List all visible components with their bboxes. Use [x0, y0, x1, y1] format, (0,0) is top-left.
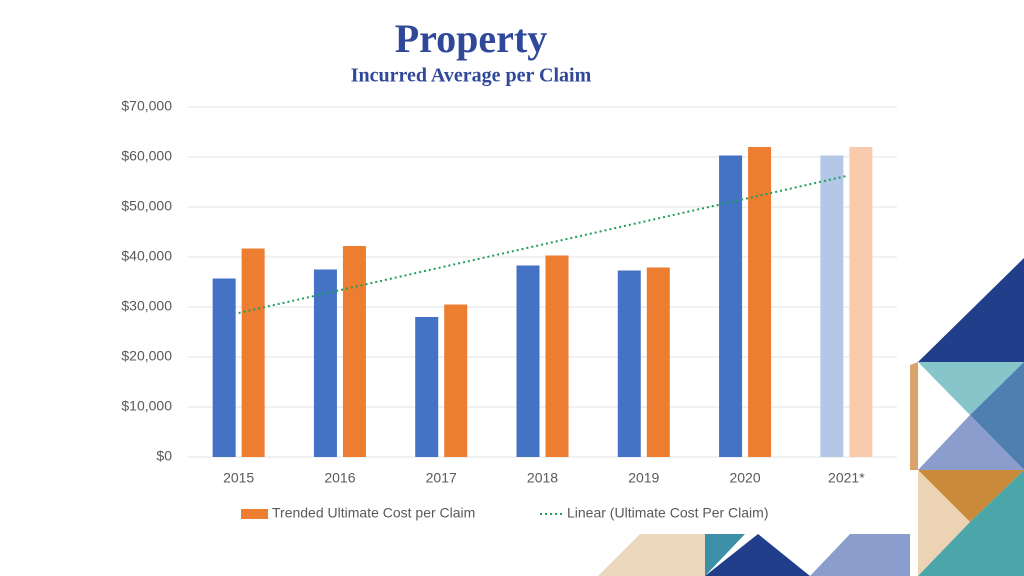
- x-tick-label: 2015: [223, 470, 254, 486]
- legend-label: Linear (Ultimate Cost Per Claim): [567, 505, 769, 521]
- deco-shape: [918, 415, 1024, 470]
- bar: [444, 304, 468, 457]
- deco-shape: [918, 362, 1024, 415]
- deco-shape: [598, 534, 705, 576]
- deco-shape: [705, 534, 745, 576]
- deco-shape: [910, 362, 918, 470]
- x-tick-label: 2018: [527, 470, 558, 486]
- bar: [342, 246, 366, 457]
- bar: [617, 270, 641, 457]
- legend-label: Trended Ultimate Cost per Claim: [272, 505, 475, 521]
- y-tick-label: $60,000: [121, 148, 172, 164]
- deco-shape: [918, 470, 970, 576]
- legend-swatch: [241, 509, 268, 519]
- bar: [516, 265, 540, 457]
- deco-shape: [918, 470, 1024, 576]
- y-tick-label: $70,000: [121, 98, 172, 114]
- y-tick-label: $0: [156, 448, 172, 464]
- y-tick-label: $20,000: [121, 348, 172, 364]
- trendline: [238, 175, 847, 314]
- x-tick-label: 2019: [628, 470, 659, 486]
- deco-shape: [918, 470, 1024, 522]
- y-tick-label: $50,000: [121, 198, 172, 214]
- deco-shape: [918, 258, 1024, 362]
- bar: [748, 147, 772, 457]
- x-tick-label: 2021*: [828, 470, 865, 486]
- deco-shape: [705, 534, 810, 576]
- decoration: [598, 258, 1024, 576]
- deco-shape: [970, 362, 1024, 470]
- x-tick-label: 2017: [426, 470, 457, 486]
- x-tick-label: 2016: [324, 470, 355, 486]
- bar: [313, 269, 337, 457]
- chart-title: Property: [395, 16, 548, 61]
- y-tick-label: $40,000: [121, 248, 172, 264]
- bar: [545, 255, 569, 457]
- chart-subtitle: Incurred Average per Claim: [351, 65, 592, 87]
- bar: [415, 317, 439, 457]
- y-tick-label: $30,000: [121, 298, 172, 314]
- x-tick-label: 2020: [729, 470, 760, 486]
- y-tick-label: $10,000: [121, 398, 172, 414]
- deco-shape: [810, 534, 910, 576]
- bar: [820, 155, 844, 457]
- bar: [212, 278, 236, 457]
- bar: [719, 155, 743, 457]
- bar: [849, 147, 873, 457]
- bar: [241, 248, 265, 457]
- bar: [646, 267, 670, 457]
